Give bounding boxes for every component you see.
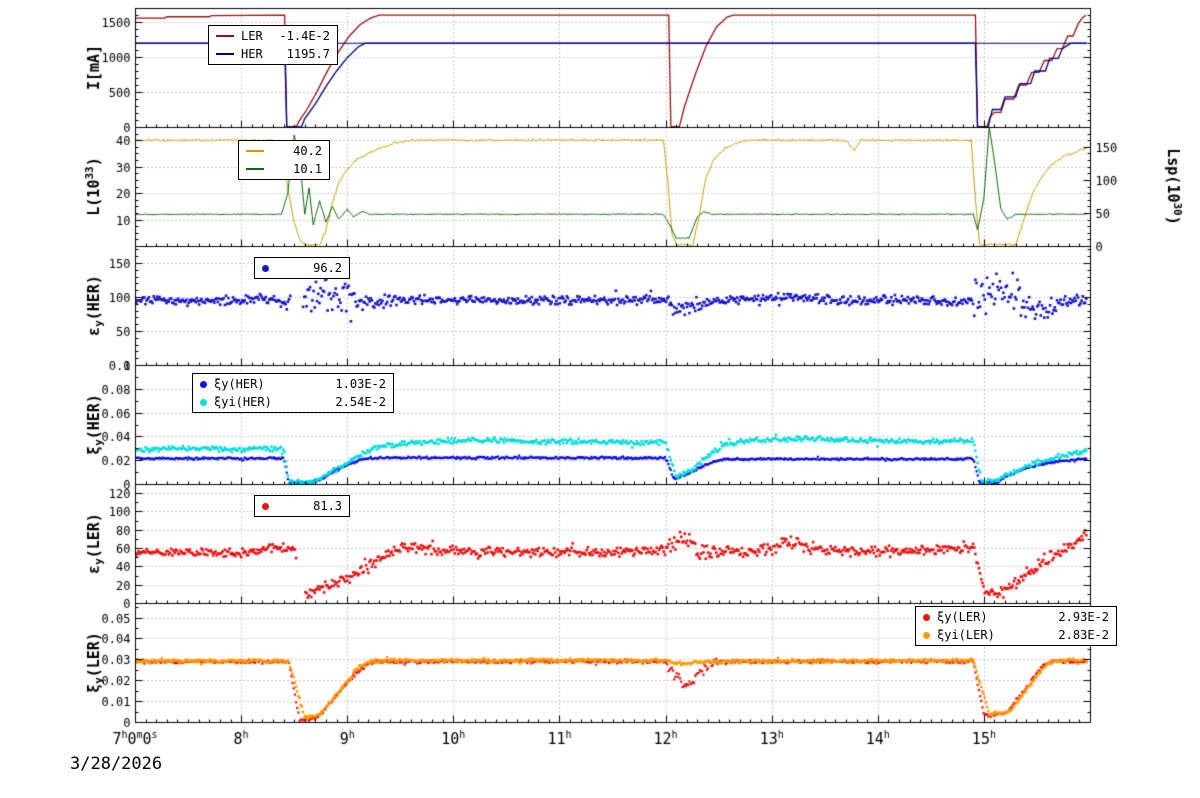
legend-entry-xyi-her: ξyi(HER) 2.54E-2 bbox=[200, 394, 386, 410]
legend-entry-ey-her: 96.2 bbox=[262, 260, 342, 276]
date-label: 3/28/2026 bbox=[70, 754, 163, 774]
legend-label: HER bbox=[241, 47, 263, 61]
legend-current: LER -1.4E-2 HER 1195.7 bbox=[208, 25, 338, 65]
legend-label: ξy(HER) bbox=[214, 377, 265, 391]
legend-xy-her: ξy(HER) 1.03E-2 ξyi(HER) 2.54E-2 bbox=[192, 373, 394, 413]
legend-value: 2.93E-2 bbox=[1058, 610, 1109, 624]
legend-ey-ler: 81.3 bbox=[254, 495, 350, 517]
legend-value: 96.2 bbox=[313, 261, 342, 275]
legend-value: 2.83E-2 bbox=[1058, 628, 1109, 642]
legend-entry-xyi-ler: ξyi(LER) 2.83E-2 bbox=[923, 627, 1109, 643]
legend-value: 40.2 bbox=[293, 144, 322, 158]
legend-entry-lsp: 10.1 bbox=[246, 161, 322, 177]
her-line-marker bbox=[216, 53, 234, 55]
legend-label: ξyi(LER) bbox=[937, 628, 995, 642]
legend-value: 10.1 bbox=[293, 162, 322, 176]
legend-label: LER bbox=[241, 29, 263, 43]
legend-value: -1.4E-2 bbox=[279, 29, 330, 43]
luminosity-line-marker bbox=[246, 150, 264, 152]
legend-value: 1195.7 bbox=[286, 47, 330, 61]
legend-luminosity: 40.2 10.1 bbox=[238, 140, 330, 180]
xy-her-dot-marker bbox=[200, 380, 207, 388]
legend-entry-ler: LER -1.4E-2 bbox=[216, 28, 330, 44]
legend-ey-her: 96.2 bbox=[254, 257, 350, 279]
legend-entry-xy-ler: ξy(LER) 2.93E-2 bbox=[923, 609, 1109, 625]
legend-value: 81.3 bbox=[313, 499, 342, 513]
ler-line-marker bbox=[216, 35, 234, 37]
legend-label: ξyi(HER) bbox=[214, 395, 272, 409]
xyi-ler-dot-marker bbox=[923, 631, 930, 639]
specific-luminosity-line-marker bbox=[246, 168, 264, 170]
xy-ler-dot-marker bbox=[923, 613, 930, 621]
legend-value: 2.54E-2 bbox=[335, 395, 386, 409]
ey-ler-dot-marker bbox=[262, 502, 269, 510]
legend-value: 1.03E-2 bbox=[335, 377, 386, 391]
xyi-her-dot-marker bbox=[200, 398, 207, 406]
legend-entry-ey-ler: 81.3 bbox=[262, 498, 342, 514]
legend-label: ξy(LER) bbox=[937, 610, 988, 624]
legend-entry-xy-her: ξy(HER) 1.03E-2 bbox=[200, 376, 386, 392]
ey-her-dot-marker bbox=[262, 264, 269, 272]
legend-entry-lumi: 40.2 bbox=[246, 143, 322, 159]
legend-xy-ler: ξy(LER) 2.93E-2 ξyi(LER) 2.83E-2 bbox=[915, 606, 1117, 646]
legend-entry-her: HER 1195.7 bbox=[216, 46, 330, 62]
